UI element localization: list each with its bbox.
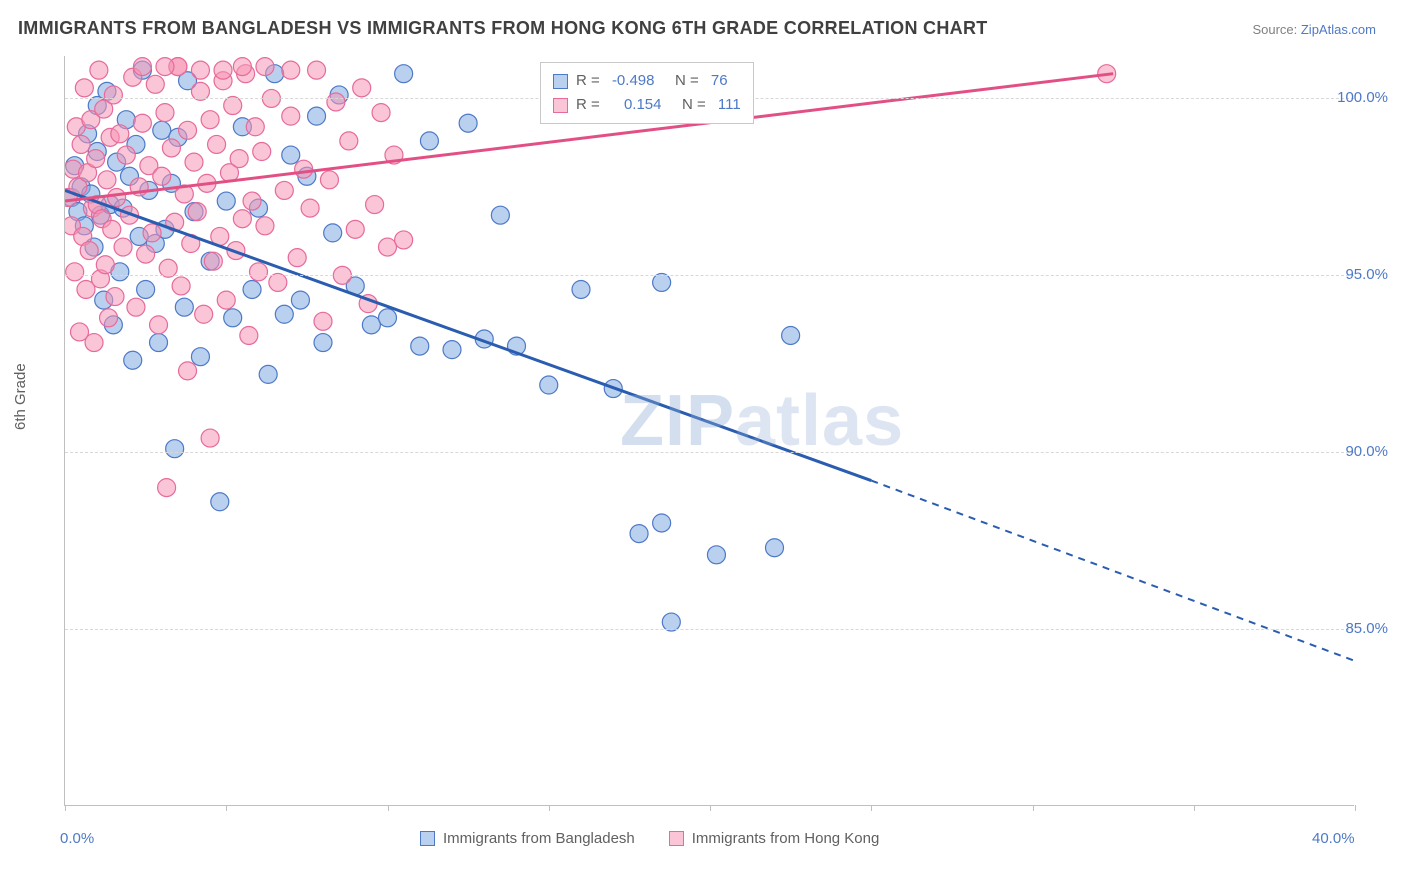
swatch-bangladesh: [553, 74, 568, 89]
legend-label-bangladesh: Immigrants from Bangladesh: [443, 830, 635, 847]
legend-label-hongkong: Immigrants from Hong Kong: [692, 830, 880, 847]
n-label-2: N =: [669, 93, 709, 117]
x-tick-label: 0.0%: [60, 830, 94, 847]
y-tick-label: 100.0%: [1337, 89, 1388, 106]
y-axis-label: 6th Grade: [12, 363, 29, 430]
x-tick-label: 40.0%: [1312, 830, 1355, 847]
chart-title: IMMIGRANTS FROM BANGLADESH VS IMMIGRANTS…: [18, 18, 988, 39]
swatch-hongkong-2: [669, 831, 684, 846]
swatch-bangladesh-2: [420, 831, 435, 846]
n-value-1: 76: [711, 69, 728, 93]
n-label-1: N =: [662, 69, 702, 93]
source-prefix: Source:: [1252, 22, 1300, 37]
swatch-hongkong: [553, 98, 568, 113]
y-tick-label: 90.0%: [1345, 443, 1388, 460]
r-value-1: -0.498: [612, 69, 655, 93]
bottom-legend: Immigrants from Bangladesh Immigrants fr…: [420, 830, 879, 847]
r-label-1: R =: [576, 69, 604, 93]
n-value-2: 111: [718, 93, 741, 117]
y-tick-label: 85.0%: [1345, 620, 1388, 637]
legend-item-bangladesh: Immigrants from Bangladesh: [420, 830, 635, 847]
y-tick-label: 95.0%: [1345, 266, 1388, 283]
stats-row-bangladesh: R = -0.498 N = 76: [553, 69, 741, 93]
r-label-2: R =: [576, 93, 604, 117]
source-link[interactable]: ZipAtlas.com: [1301, 22, 1376, 37]
plot-area: [64, 56, 1354, 806]
stats-row-hongkong: R = 0.154 N = 111: [553, 93, 741, 117]
stats-legend: R = -0.498 N = 76 R = 0.154 N = 111: [540, 62, 754, 124]
scatter-svg: [65, 56, 1355, 806]
source-label: Source: ZipAtlas.com: [1252, 22, 1376, 37]
r-value-2: 0.154: [612, 93, 662, 117]
legend-item-hongkong: Immigrants from Hong Kong: [669, 830, 880, 847]
